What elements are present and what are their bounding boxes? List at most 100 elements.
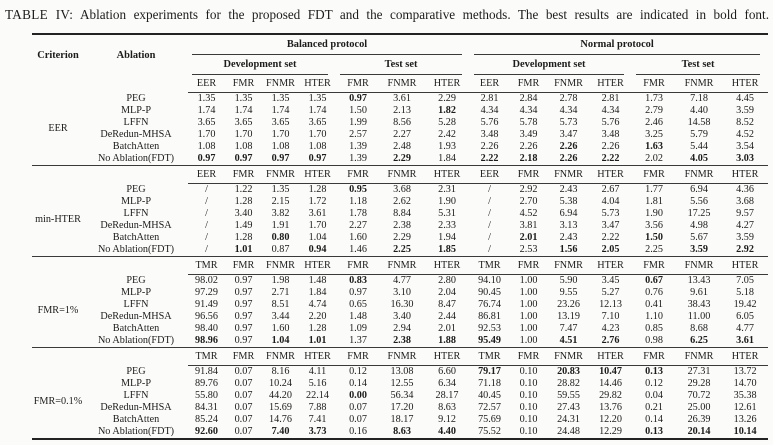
metric-value: 1.01: [234, 244, 253, 255]
criterion-label: FMR=0.1%: [33, 396, 83, 408]
table-row: FMR=0.1% PEG 91.84 0.07 8.16 4.11 0.12 13.08 6.6…: [32, 366, 768, 408]
table-row: MLP-P 97.29 0.97 2.71 1.84 0.97 3.10 2.04 90.45 1…: [32, 287, 768, 299]
metric-value: /: [488, 184, 491, 195]
metric-column-header: FNMR: [548, 256, 590, 275]
ablation-label: MLP-P: [120, 378, 151, 389]
test-set-header-normal: Test set: [632, 55, 768, 75]
metric-column-header: HTER: [424, 347, 471, 366]
ablation-label: No Ablation(FDT): [97, 335, 175, 346]
metric-value: 1.08: [271, 141, 290, 152]
criterion-column-header: Criterion: [37, 49, 79, 61]
metric-value: 8.56: [393, 117, 411, 128]
metric-column-header: EER: [188, 165, 225, 184]
metric-value: 0.97: [271, 153, 290, 164]
metric-value: 5.28: [438, 117, 456, 128]
metric-value: 1.70: [308, 220, 327, 231]
metric-value: 2.22: [601, 232, 620, 243]
metric-value: 4.77: [393, 275, 411, 286]
metric-value: 2.71: [271, 287, 290, 298]
caption-tag: TABLE IV:: [5, 7, 74, 22]
ablation-label: MLP-P: [120, 105, 151, 116]
metric-value: 7.10: [601, 311, 620, 322]
metric-value: /: [205, 220, 208, 231]
metric-column-header: FMR: [509, 256, 549, 275]
metric-value: 0.07: [349, 402, 367, 413]
metric-value: 0.13: [645, 426, 663, 437]
metric-column-header: FNMR: [676, 347, 723, 366]
metric-value: 13.43: [687, 275, 711, 286]
metric-value: 13.08: [390, 366, 414, 377]
metric-value: 3.13: [559, 220, 578, 231]
ablation-label: PEG: [126, 183, 146, 195]
metric-value: 75.69: [478, 414, 501, 425]
metric-value: 90.45: [478, 287, 501, 298]
metric-value: 0.97: [234, 299, 253, 310]
ablation-label: No Ablation(FDT): [97, 244, 175, 255]
metric-value: 0.13: [645, 366, 663, 377]
metric-value: 0.16: [349, 426, 367, 437]
metric-value: 28.17: [435, 390, 459, 401]
metric-value: 3.65: [308, 117, 327, 128]
metric-value: 7.41: [308, 414, 327, 425]
metric-value: 89.76: [195, 378, 218, 389]
metric-value: 1.00: [519, 335, 538, 346]
metric-value: 4.05: [690, 153, 708, 164]
metric-value: 2.42: [438, 129, 456, 140]
metric-value: 1.78: [349, 208, 367, 219]
metric-value: 1.08: [308, 141, 327, 152]
metric-value: 2.18: [519, 153, 538, 164]
metric-value: 4.98: [690, 220, 708, 231]
metric-value: 2.92: [736, 244, 754, 255]
metric-value: 5.73: [601, 208, 620, 219]
metric-value: 3.61: [308, 208, 327, 219]
metric-value: 28.82: [557, 378, 580, 389]
metric-column-header: HTER: [589, 347, 633, 366]
table-row: BatchAtten / 1.28 0.80 1.04 1.60 2.29 1.94 / 2.01…: [32, 232, 768, 244]
metric-value: 2.27: [349, 220, 367, 231]
metric-value: 9.57: [736, 208, 754, 219]
metric-value: /: [488, 244, 491, 255]
metric-value: 4.34: [519, 105, 538, 116]
metric-value: 13.19: [557, 311, 580, 322]
metric-column-header: TMR: [470, 256, 510, 275]
metric-value: 3.44: [271, 311, 290, 322]
metric-value: 3.25: [645, 129, 663, 140]
ablation-label: PEG: [126, 92, 146, 104]
metric-value: 1.56: [559, 244, 578, 255]
table-row: No Ablation(FDT) 92.60 0.07 7.40 3.73 0.16 8.6…: [32, 426, 768, 439]
metric-value: 5.78: [519, 117, 538, 128]
metric-value: 2.25: [645, 244, 663, 255]
metric-value: 3.47: [601, 220, 620, 231]
metric-value: 0.10: [519, 426, 538, 437]
metric-value: 1.28: [234, 232, 253, 243]
metric-value: 4.52: [519, 208, 538, 219]
metric-value: 1.70: [234, 129, 253, 140]
metric-value: 1.00: [519, 287, 538, 298]
metric-value: 1.77: [645, 184, 663, 195]
metric-column-header: HTER: [722, 256, 769, 275]
metric-header-row: TMR FMR FNMR HTER FMR FNMR HTER TMR FMR FNMR HTER F…: [32, 347, 769, 366]
metric-value: 2.57: [349, 129, 367, 140]
metric-value: 2.43: [559, 232, 578, 243]
metric-column-header: FMR: [632, 256, 677, 275]
table-row: LFFN / 3.40 3.82 3.61 1.78 8.84 5.31 / 4.52 6.94 5.…: [32, 208, 768, 220]
metric-value: 17.20: [390, 402, 414, 413]
metric-value: 3.82: [271, 208, 290, 219]
metric-value: 2.76: [601, 335, 620, 346]
metric-value: 27.43: [557, 402, 580, 413]
metric-value: 2.26: [480, 141, 499, 152]
metric-value: 7.88: [308, 402, 327, 413]
metric-value: /: [205, 232, 208, 243]
metric-value: 0.97: [349, 93, 367, 104]
metric-value: 2.38: [393, 335, 411, 346]
metric-value: 7.18: [690, 93, 708, 104]
metric-value: 3.65: [197, 117, 216, 128]
metric-value: 13.72: [733, 366, 757, 377]
metric-value: 1.01: [308, 335, 327, 346]
metric-value: 3.61: [393, 93, 411, 104]
metric-value: 1.09: [349, 323, 367, 334]
metric-value: 0.83: [349, 275, 367, 286]
metric-value: 1.88: [438, 335, 456, 346]
metric-value: 1.35: [271, 184, 290, 195]
metric-value: 1.74: [234, 105, 253, 116]
